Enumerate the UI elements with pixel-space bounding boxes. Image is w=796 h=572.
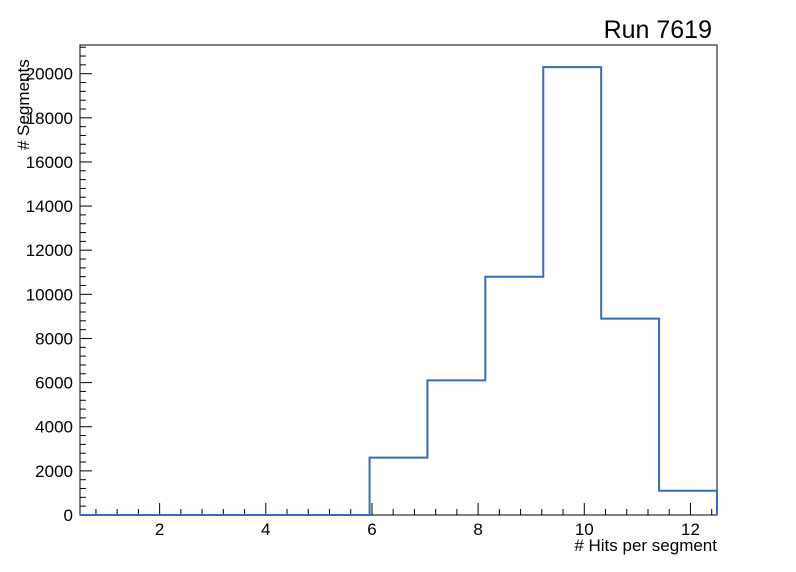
y-tick-label: 20000 <box>26 65 73 84</box>
x-tick-label: 6 <box>367 520 376 539</box>
y-tick-label: 18000 <box>26 109 73 128</box>
chart-title: Run 7619 <box>603 16 712 44</box>
x-tick-label: 2 <box>155 520 164 539</box>
y-tick-label: 2000 <box>35 462 73 481</box>
y-tick-label: 0 <box>64 506 73 525</box>
x-axis-title: # Hits per segment <box>574 536 717 555</box>
y-tick-label: 14000 <box>26 197 73 216</box>
x-tick-label: 10 <box>575 520 594 539</box>
y-tick-label: 12000 <box>26 241 73 260</box>
y-tick-label: 10000 <box>26 285 73 304</box>
x-tick-label: 4 <box>261 520 270 539</box>
plot-frame <box>79 44 718 516</box>
y-tick-label: 6000 <box>35 374 73 393</box>
y-tick-label: 16000 <box>26 153 73 172</box>
y-tick-label: 4000 <box>35 418 73 437</box>
y-axis-title: # Segments <box>14 59 33 150</box>
y-tick-label: 8000 <box>35 329 73 348</box>
x-tick-label: 8 <box>473 520 482 539</box>
x-tick-label: 12 <box>681 520 700 539</box>
histogram-line <box>80 66 718 516</box>
